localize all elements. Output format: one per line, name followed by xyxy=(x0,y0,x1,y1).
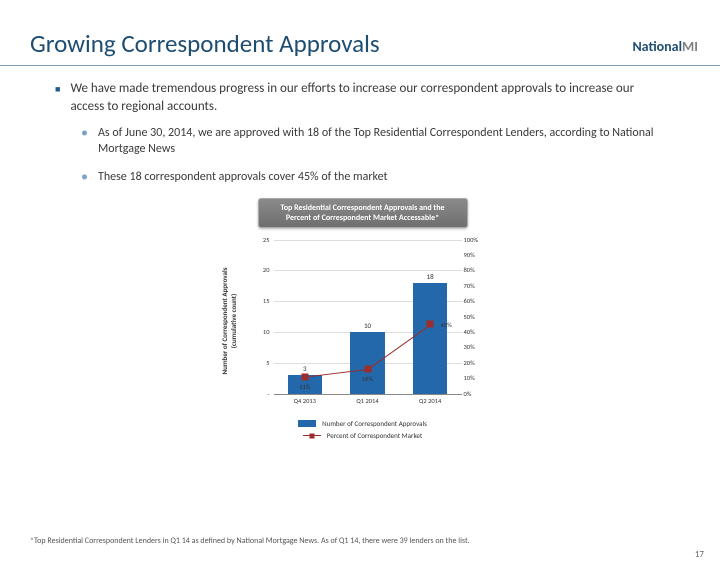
bullet-level-1: ■ We have made tremendous progress in ou… xyxy=(55,80,670,115)
line-value-label: 45% xyxy=(441,321,452,329)
y1-tick: 25 xyxy=(254,236,270,244)
y2-tick: 100% xyxy=(464,236,488,244)
y2-tick: 0% xyxy=(464,390,488,398)
plot-area: -5101520250%10%20%30%40%50%60%70%80%90%1… xyxy=(274,240,462,395)
bullet-level-2: • As of June 30, 2014, we are approved w… xyxy=(81,125,670,157)
y2-tick: 70% xyxy=(464,282,488,290)
y2-tick: 40% xyxy=(464,328,488,336)
legend-line-swatch xyxy=(303,435,321,436)
chart-container: Top Residential Correspondent Approvals … xyxy=(228,198,498,440)
bullet-level-2: • These 18 correspondent approvals cover… xyxy=(81,169,670,185)
dot-bullet-icon: • xyxy=(81,170,88,185)
chart-title-line2: Percent of Correspondent Market Accessab… xyxy=(269,213,457,223)
line-value-label: 11% xyxy=(299,383,310,391)
y2-tick: 60% xyxy=(464,297,488,305)
page-number: 17 xyxy=(695,549,704,560)
legend-bars-label: Number of Correspondent Approvals xyxy=(322,419,427,428)
line-marker xyxy=(427,321,434,328)
y-axis-primary-label: Number of Correspondent Approvals (cumul… xyxy=(220,246,238,396)
line-marker xyxy=(364,366,371,373)
chart-title-line1: Top Residential Correspondent Approvals … xyxy=(269,203,457,213)
y2-tick: 10% xyxy=(464,374,488,382)
x-category-label: Q1 2014 xyxy=(356,397,378,405)
bullet-l2b-text: These 18 correspondent approvals cover 4… xyxy=(98,169,388,185)
dot-bullet-icon: • xyxy=(81,126,88,157)
chart-legend: Number of Correspondent Approvals Percen… xyxy=(273,419,453,440)
line-marker xyxy=(301,373,308,380)
line-value-label: 16% xyxy=(362,375,373,383)
legend-item-line: Percent of Correspondent Market xyxy=(273,431,453,440)
y1-tick: 15 xyxy=(254,297,270,305)
y2-tick: 20% xyxy=(464,359,488,367)
y1-tick: - xyxy=(254,390,270,398)
page-title: Growing Correspondent Approvals xyxy=(30,28,720,59)
content-area: ■ We have made tremendous progress in ou… xyxy=(0,66,720,440)
bullet-l2a-text: As of June 30, 2014, we are approved wit… xyxy=(98,125,670,157)
chart-plot: Number of Correspondent Approvals (cumul… xyxy=(228,234,498,409)
logo-text-a: National xyxy=(632,38,682,55)
bullet-l1-text: We have made tremendous progress in our … xyxy=(70,80,670,115)
x-category-label: Q2 2014 xyxy=(419,397,441,405)
chart-title: Top Residential Correspondent Approvals … xyxy=(258,198,468,228)
legend-bar-swatch xyxy=(298,420,316,427)
x-category-label: Q4 2013 xyxy=(294,397,316,405)
y2-tick: 30% xyxy=(464,343,488,351)
legend-item-bars: Number of Correspondent Approvals xyxy=(273,419,453,428)
y1-tick: 10 xyxy=(254,328,270,336)
brand-logo: NationalMI xyxy=(632,38,698,55)
legend-line-label: Percent of Correspondent Market xyxy=(327,431,422,440)
y1-tick: 20 xyxy=(254,266,270,274)
logo-text-b: MI xyxy=(682,38,698,55)
y2-tick: 90% xyxy=(464,251,488,259)
y2-tick: 80% xyxy=(464,266,488,274)
y2-tick: 50% xyxy=(464,313,488,321)
y1-tick: 5 xyxy=(254,359,270,367)
square-bullet-icon: ■ xyxy=(55,84,60,115)
footnote: *Top Residential Correspondent Lenders i… xyxy=(30,536,690,546)
